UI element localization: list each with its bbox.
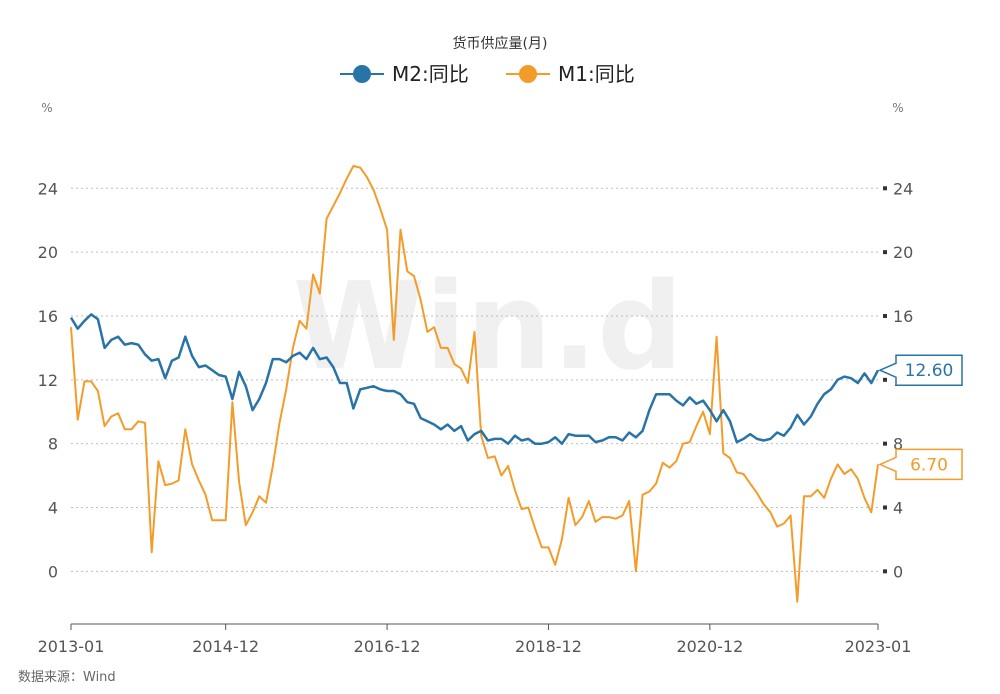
x-axis: 2013-01 2014-12 2016-12 2018-12 2020-12 2023-…: [38, 624, 912, 656]
x-tick-label: 2016-12: [354, 637, 421, 656]
y-tick-mark-right: [883, 186, 887, 191]
legend-item-m1[interactable]: M1:同比: [506, 62, 635, 86]
x-tick-label: 2013-01: [38, 637, 105, 656]
x-tick-label: 2018-12: [515, 637, 582, 656]
callout-m2-box: [878, 354, 963, 386]
y-tick-label-right: 8: [893, 435, 903, 454]
series-line-m1: [70, 165, 879, 603]
y-axis-left: 0 4 8 12 16 20 24: [38, 179, 58, 581]
source-note: 数据来源：Wind: [18, 670, 116, 685]
y-tick-label-left: 4: [48, 498, 58, 517]
callout-m2-value: 12.60: [905, 361, 954, 381]
left-axis-unit: %: [41, 101, 52, 115]
y-tick-label-left: 0: [48, 562, 58, 581]
legend[interactable]: M2:同比 M1:同比: [340, 62, 635, 86]
chart-title: 货币供应量(月): [453, 35, 548, 52]
y-tick-mark-right: [883, 313, 887, 318]
x-tick-label: 2023-01: [845, 637, 912, 656]
y-tick-label-left: 16: [38, 307, 58, 326]
legend-item-m2[interactable]: M2:同比: [340, 62, 469, 86]
y-tick-label-left: 8: [48, 435, 58, 454]
y-tick-label-right: 20: [893, 243, 913, 262]
y-tick-label-left: 24: [38, 179, 58, 198]
watermark: Win.d: [293, 258, 683, 397]
right-axis-unit: %: [892, 101, 903, 115]
legend-m1-label: M1:同比: [558, 62, 635, 86]
y-tick-mark-right: [883, 250, 887, 255]
y-tick-mark-right: [883, 569, 887, 574]
x-tick-label: 2020-12: [676, 637, 743, 656]
y-tick-label-right: 4: [893, 498, 903, 517]
y-tick-label-right: 24: [893, 179, 913, 198]
callout-m1-value: 6.70: [910, 455, 948, 475]
y-tick-label-left: 20: [38, 243, 58, 262]
x-tick-label: 2014-12: [192, 637, 259, 656]
callout-m2: 12.60: [878, 354, 963, 386]
legend-m2-marker: [353, 65, 371, 83]
y-tick-label-right: 16: [893, 307, 913, 326]
callout-m1-box: [878, 448, 963, 481]
callout-m1: 6.70: [878, 448, 963, 481]
legend-m2-label: M2:同比: [392, 62, 469, 86]
y-tick-label-right: 0: [893, 562, 903, 581]
legend-m1-marker: [519, 65, 537, 83]
y-tick-mark-right: [883, 441, 887, 446]
y-tick-mark-right: [883, 377, 887, 382]
y-tick-mark-right: [883, 505, 887, 510]
series-line-m2: [69, 313, 880, 445]
y-tick-label-left: 12: [38, 371, 58, 390]
